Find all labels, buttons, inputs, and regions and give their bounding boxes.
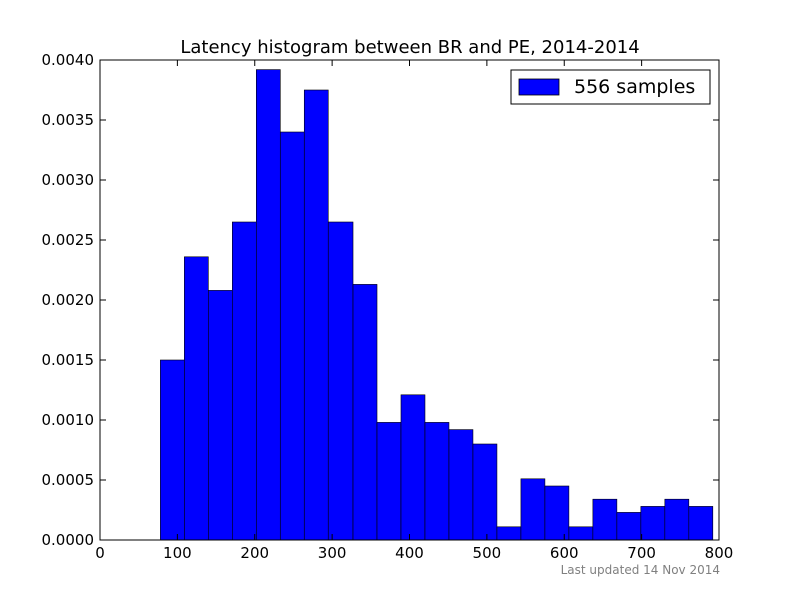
histogram-bar [496,526,522,541]
x-tick-label: 100 [163,544,192,562]
y-tick-label: 0.0040 [42,51,95,69]
bars-layer [160,69,714,541]
histogram-bar [232,221,257,541]
y-tick-label: 0.0030 [42,171,95,189]
histogram-bar [568,526,594,541]
histogram-bar [472,443,498,541]
legend-label: 556 samples [574,76,695,98]
x-tick-label: 800 [705,544,734,562]
histogram-bar [664,498,690,541]
histogram-bar [352,284,378,541]
histogram-bar [303,89,329,541]
ticks-layer: 0 100 200 300 400 500 600 700 800 0.0000 0.0005 0.0… [42,51,734,562]
histogram-bar [184,256,209,541]
histogram-bar [255,69,281,541]
histogram-bar [279,131,305,541]
y-tick-label: 0.0000 [42,531,95,549]
chart-title: Latency histogram between BR and PE, 201… [180,37,639,58]
histogram-bar [400,394,426,541]
x-tick-label: 700 [627,544,656,562]
x-tick-label: 500 [473,544,502,562]
y-tick-label: 0.0020 [42,291,95,309]
histogram-bar [592,498,618,541]
x-tick-label: 200 [240,544,269,562]
histogram-bar [616,512,642,541]
y-tick-label: 0.0015 [42,351,95,369]
y-tick-label: 0.0025 [42,231,95,249]
histogram-bar [327,221,354,541]
histogram-bar [640,506,666,541]
histogram-bar [448,429,474,541]
histogram-bar [424,422,450,541]
x-tick-label: 400 [395,544,424,562]
y-tick-label: 0.0005 [42,471,95,489]
histogram-bar [208,290,233,541]
x-tick-label: 300 [318,544,347,562]
histogram-bar [520,478,546,541]
y-tick-label: 0.0035 [42,111,95,129]
x-tick-label: 600 [550,544,579,562]
histogram-bar [160,359,185,541]
legend: 556 samples [510,69,711,105]
y-tick-label: 0.0010 [42,411,95,429]
last-updated-note: Last updated 14 Nov 2014 [561,563,720,577]
legend-swatch [518,78,560,96]
x-tick-label: 0 [95,544,105,562]
histogram-bar [376,422,402,541]
histogram-bar [544,485,570,541]
histogram-bar [688,506,714,541]
